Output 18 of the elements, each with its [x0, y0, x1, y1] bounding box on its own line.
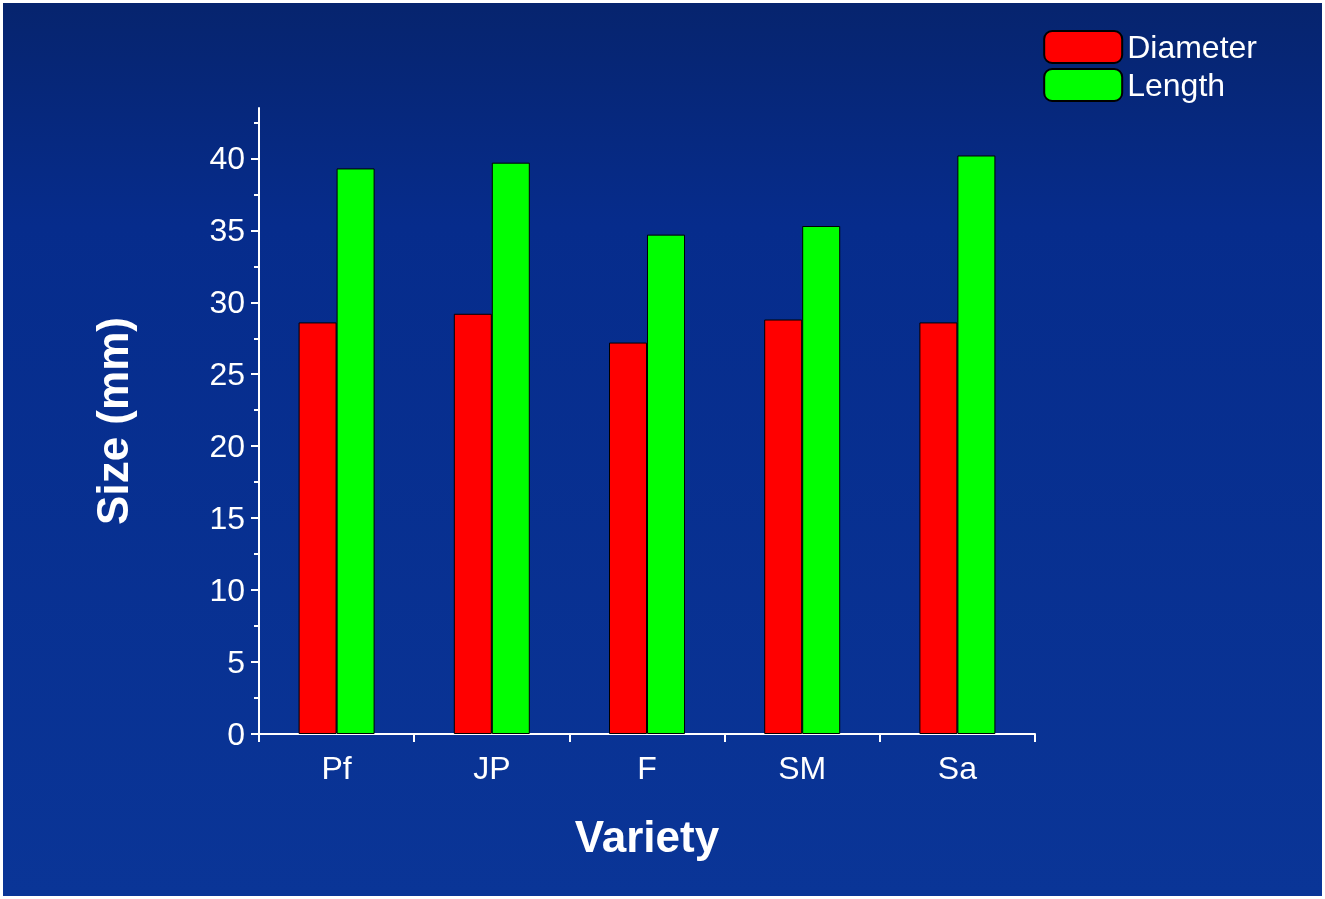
x-tick-label: Sa — [937, 750, 978, 786]
y-tick-label: 5 — [227, 644, 245, 681]
legend-label: Diameter — [1127, 29, 1258, 65]
y-tick-label: 10 — [209, 572, 245, 609]
x-tick-label: JP — [473, 750, 511, 786]
y-tick-label: 35 — [209, 212, 245, 249]
y-tick-label: 25 — [209, 356, 245, 393]
x-tick-label: SM — [778, 750, 827, 786]
y-tick-label: 0 — [227, 716, 245, 752]
y-tick-label: 40 — [209, 140, 245, 177]
legend-label: Length — [1127, 67, 1226, 103]
y-tick-label: 20 — [209, 428, 245, 465]
y-tick-label: 30 — [209, 284, 245, 321]
x-tick-label: F — [637, 750, 657, 786]
y-tick-label: 15 — [209, 500, 245, 537]
x-tick-label: Pf — [321, 750, 352, 786]
y-axis-title: Size (mm) — [87, 317, 137, 525]
x-axis-title: Variety — [574, 811, 720, 861]
